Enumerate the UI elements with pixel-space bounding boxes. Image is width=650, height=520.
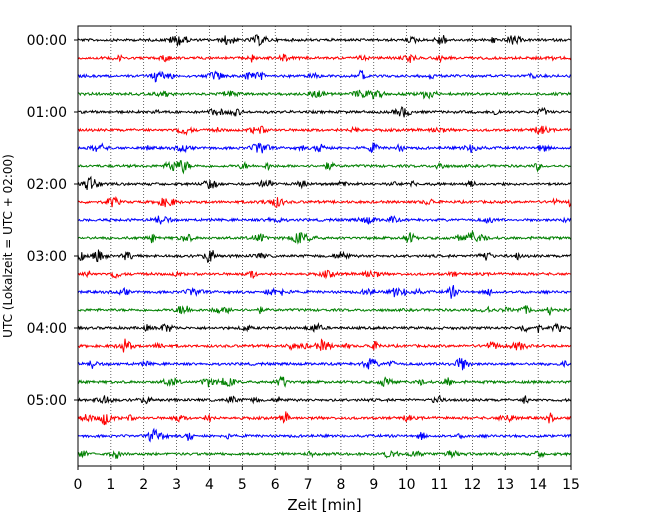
trace-04:30: [77, 357, 572, 371]
x-tick-label-4: 4: [205, 477, 214, 493]
trace-03:45: [77, 305, 572, 316]
trace-04:00: [77, 321, 572, 333]
trace-01:15: [77, 125, 572, 136]
x-tick-label-0: 0: [74, 477, 83, 493]
trace-05:45: [77, 449, 572, 459]
trace-02:00: [77, 175, 572, 191]
x-tick-label-11: 11: [431, 477, 449, 493]
trace-00:15: [77, 53, 572, 64]
trace-02:15: [77, 196, 572, 208]
trace-00:00: [77, 34, 572, 48]
plot-frame: [77, 25, 572, 467]
trace-05:00: [77, 394, 572, 405]
y-tick-label-01:00: 01:00: [27, 105, 67, 121]
x-tick-label-1: 1: [106, 477, 115, 493]
trace-03:00: [77, 249, 572, 263]
trace-04:45: [77, 375, 572, 388]
trace-05:15: [77, 411, 572, 426]
trace-01:45: [77, 160, 572, 175]
y-tick-label-04:00: 04:00: [27, 321, 67, 337]
y-axis-label: UTC (Lokalzeit = UTC + 02:00): [1, 154, 15, 338]
trace-00:30: [77, 69, 572, 83]
trace-02:45: [77, 229, 572, 245]
x-tick-label-7: 7: [304, 477, 313, 493]
trace-04:15: [77, 338, 572, 353]
x-tick-label-8: 8: [336, 477, 345, 493]
x-tick-label-2: 2: [139, 477, 148, 493]
trace-03:15: [77, 269, 572, 280]
trace-05:30: [77, 427, 572, 443]
trace-02:30: [77, 215, 572, 225]
x-tick-label-14: 14: [529, 477, 547, 493]
y-tick-label-00:00: 00:00: [27, 33, 67, 49]
trace-00:45: [77, 89, 572, 100]
y-tick-label-03:00: 03:00: [27, 249, 67, 265]
x-tick-label-6: 6: [271, 477, 280, 493]
x-tick-label-13: 13: [496, 477, 514, 493]
x-tick-label-10: 10: [398, 477, 416, 493]
y-axis: 00:00 01:00 02:00 03:00 04:00 05:00: [27, 33, 78, 409]
trace-03:30: [77, 285, 572, 299]
trace-series: [77, 34, 572, 459]
trace-01:00: [77, 106, 572, 118]
x-tick-label-12: 12: [463, 477, 481, 493]
x-tick-label-3: 3: [172, 477, 181, 493]
y-tick-label-05:00: 05:00: [27, 393, 67, 409]
trace-01:30: [77, 142, 572, 154]
x-tick-label-9: 9: [369, 477, 378, 493]
x-tick-label-5: 5: [238, 477, 247, 493]
grid-lines: [110, 26, 539, 466]
y-tick-label-02:00: 02:00: [27, 177, 67, 193]
x-tick-label-15: 15: [562, 477, 580, 493]
x-axis-label: Zeit [min]: [287, 496, 361, 514]
x-axis: 0 1 2 3 4 5 6 7 8 9 10 11 12 13 14 15: [74, 466, 580, 493]
